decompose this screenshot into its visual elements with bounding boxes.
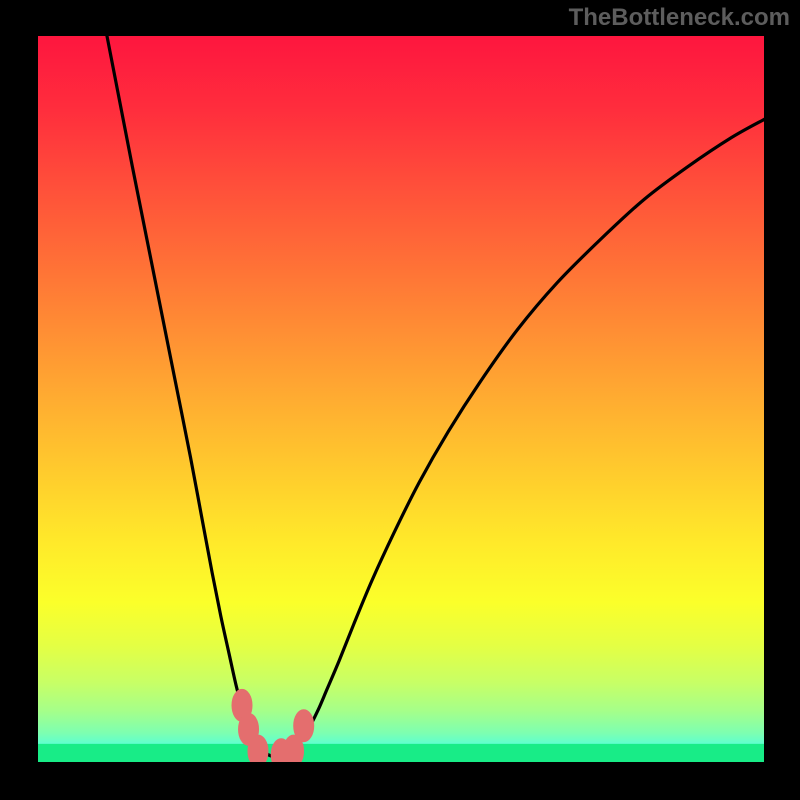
marker-point-5 bbox=[294, 710, 314, 742]
chart-svg bbox=[0, 0, 800, 800]
gradient-background bbox=[38, 36, 764, 762]
green-band bbox=[38, 744, 764, 762]
watermark-text: TheBottleneck.com bbox=[569, 4, 790, 32]
stage: TheBottleneck.com bbox=[0, 0, 800, 800]
